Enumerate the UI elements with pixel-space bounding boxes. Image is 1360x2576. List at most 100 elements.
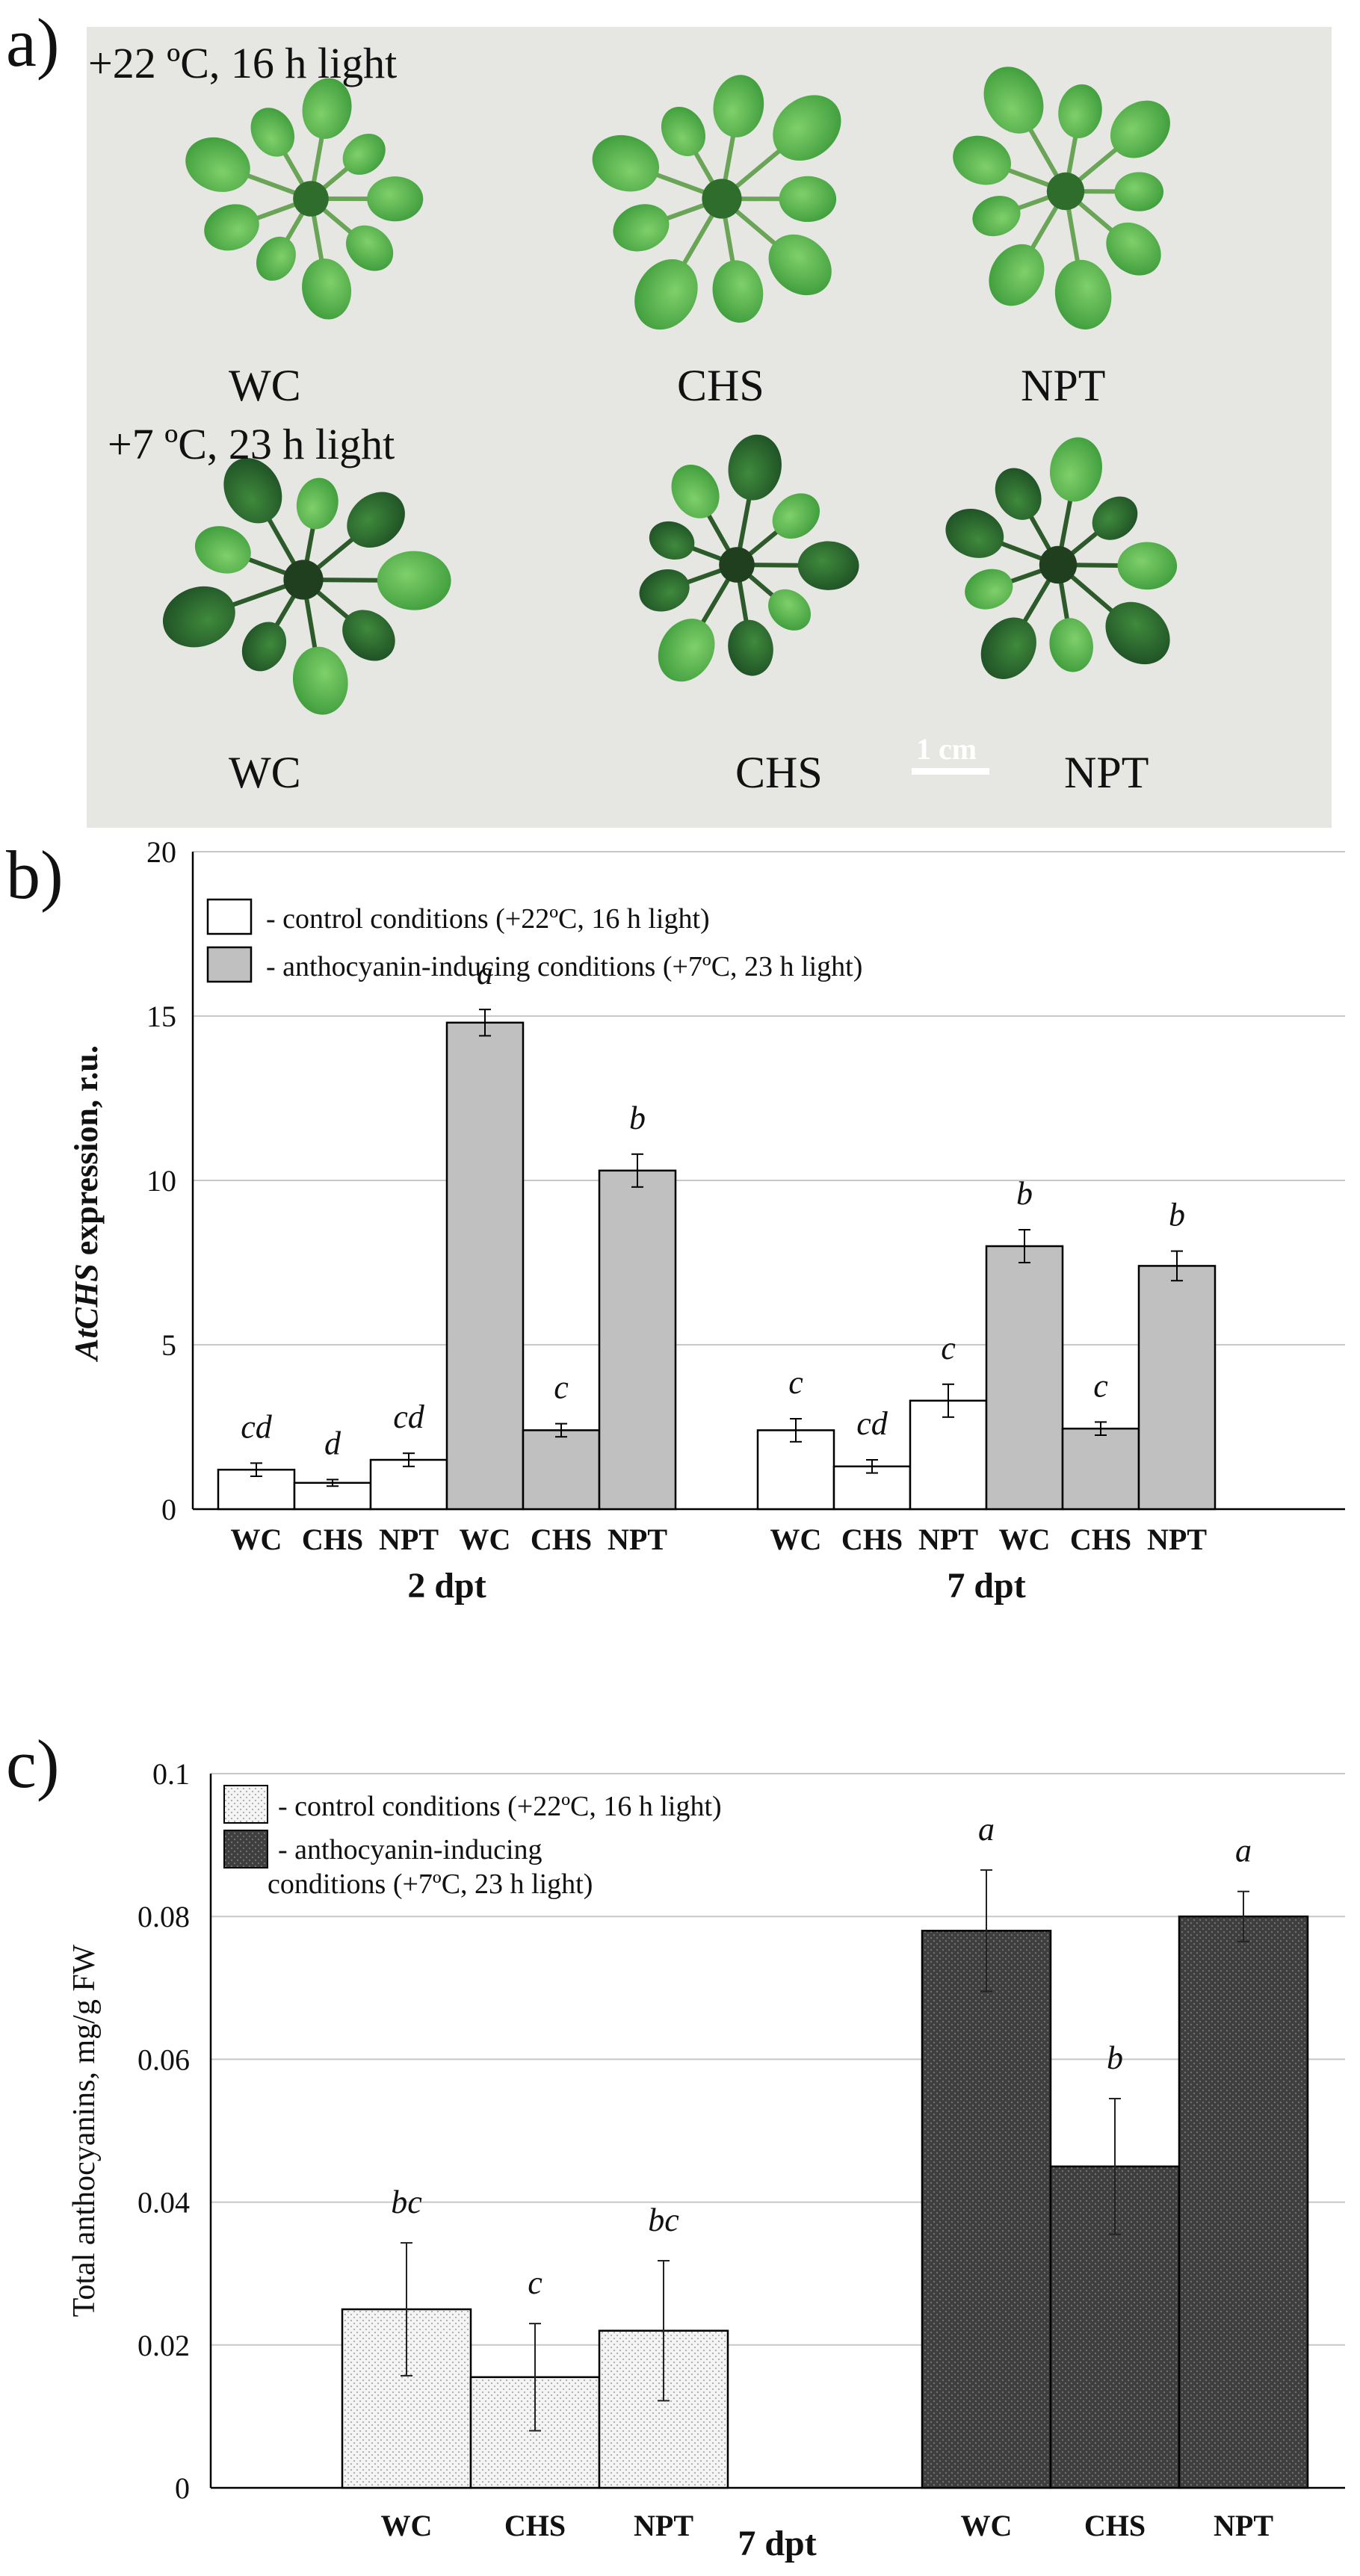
leaf-blade [995, 468, 1042, 520]
leaf-blade [342, 610, 395, 661]
leaf-blade [592, 134, 660, 192]
scale-bar [912, 768, 989, 775]
significance-letter: b [1107, 2040, 1123, 2076]
x-tick-label: CHS [1084, 2509, 1146, 2542]
leaf-blade [292, 646, 348, 715]
plant-photograph: +22 ºC, 16 h light +7 ºC, 23 h light WC … [87, 27, 1332, 828]
x-tick-label: NPT [918, 1523, 978, 1556]
significance-letter: bc [648, 2202, 679, 2238]
legend-entry-induced-cont: conditions (+7ºC, 23 h light) [268, 1868, 593, 1900]
photo-label-bottom-chs: CHS [735, 748, 823, 797]
y-tick-label: 0.02 [137, 2329, 190, 2362]
leaf-blade [661, 106, 705, 156]
rosette-center [283, 560, 324, 600]
leaf-blade [302, 78, 352, 139]
significance-letter: c [554, 1369, 569, 1406]
y-tick-label: 0 [161, 1493, 176, 1526]
x-tick-label: NPT [1214, 2509, 1273, 2542]
leaf-blade [367, 176, 424, 222]
leaf-blade [728, 434, 782, 501]
significance-letter: c [528, 2264, 543, 2301]
leaf-blade [797, 541, 859, 590]
leaf-blade [342, 134, 386, 175]
leaf-blade [989, 244, 1045, 306]
legend-entry-control: - control conditions (+22ºC, 16 h light) [278, 1791, 722, 1822]
rosette-center [293, 181, 329, 217]
leaf-blade [194, 526, 251, 574]
bar [369, 1458, 448, 1511]
leaf-blade [983, 66, 1044, 134]
y-axis-label: AtCHS expression, r.u. [68, 1045, 105, 1363]
leaf-blade [1054, 259, 1112, 329]
y-tick-label: 0 [175, 2471, 190, 2505]
significance-letter: c [1093, 1367, 1108, 1404]
leaf-blade [346, 225, 394, 271]
x-tick-label: NPT [608, 1523, 667, 1556]
significance-letter: cd [393, 1399, 425, 1435]
leaf-blade [1092, 496, 1138, 540]
photo-condition-top: +22 ºC, 16 h light [88, 39, 397, 87]
plant-rosette [953, 66, 1170, 329]
legend-swatch-control [206, 898, 253, 935]
legend-entry-induced: - anthocyanin-inducing [278, 1834, 543, 1866]
significance-letter: a [1235, 1833, 1252, 1869]
leaf-blade [1049, 618, 1093, 672]
x-tick-label: CHS [1070, 1523, 1131, 1556]
bar [445, 1021, 525, 1511]
photo-label-top-wc: WC [229, 361, 301, 410]
panel-label-a: a) [6, 4, 60, 81]
expression-chart: 0 5 10 15 20 AtCHS expression, r.u. - control … [68, 835, 1345, 1606]
leaf-blade [713, 75, 764, 137]
significance-letter: cd [856, 1405, 888, 1442]
x-tick-label: WC [381, 2509, 433, 2542]
plant-rosette [592, 75, 841, 330]
bar [921, 1930, 1052, 2489]
plant-rosette [945, 437, 1178, 679]
leaf-blade [658, 619, 715, 682]
bar [522, 1429, 601, 1511]
leaf-blade [980, 617, 1036, 679]
x-tick-label: NPT [1147, 1523, 1207, 1556]
y-axis-label: Total anthocyanins, mg/g FW [67, 1944, 102, 2317]
scale-bar-label: 1 cm [916, 732, 977, 766]
leaf-blade [296, 477, 339, 530]
y-tick-label: 0.1 [152, 1757, 190, 1791]
legend-swatch-induced [223, 1830, 268, 1868]
leaf-blade [1058, 84, 1102, 139]
photo-background [87, 27, 1332, 828]
leaf-blade [953, 135, 1011, 185]
leaf-blade [768, 589, 812, 631]
leaf-blade [779, 176, 837, 223]
x-tick-label: WC [961, 2509, 1013, 2542]
photo-label-bottom-wc: WC [229, 748, 301, 797]
leaf-blade [613, 204, 670, 252]
y-tick-label: 0.04 [137, 2186, 190, 2220]
x-tick-label: WC [999, 1523, 1051, 1556]
x-tick-label: WC [770, 1523, 822, 1556]
plant-rosette [162, 458, 451, 715]
photo-label-bottom-npt: NPT [1064, 748, 1149, 797]
legend-swatch-induced [206, 946, 253, 983]
leaf-blade [772, 493, 820, 539]
leaf-blade [1114, 172, 1164, 211]
leaf-blade [1105, 601, 1170, 665]
leaf-blade [185, 137, 250, 192]
leaf-blade [671, 464, 720, 518]
leaf-blade [223, 458, 282, 524]
leaf-blade [712, 260, 764, 323]
significance-letter: cd [241, 1408, 273, 1445]
x-tick-label: WC [231, 1523, 282, 1556]
leaf-blade [347, 492, 405, 548]
leaf-blade [1106, 222, 1161, 276]
leaf-blade [945, 509, 1004, 558]
rosette-center [1046, 172, 1085, 211]
photo-label-top-chs: CHS [677, 361, 764, 410]
y-tick-label: 0.08 [137, 1900, 190, 1933]
leaf-blade [241, 622, 287, 672]
rosette-center [719, 547, 755, 583]
significance-letter: c [788, 1364, 803, 1401]
x-tick-label: CHS [504, 2509, 566, 2542]
y-tick-label: 20 [146, 835, 176, 869]
y-axis-label-rest: expression, r.u. [68, 1045, 105, 1263]
plant-rosette [185, 78, 424, 320]
